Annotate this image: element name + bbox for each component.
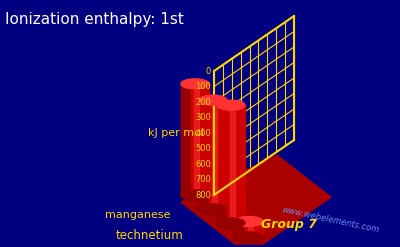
Ellipse shape bbox=[217, 218, 245, 228]
Ellipse shape bbox=[181, 79, 209, 89]
Polygon shape bbox=[181, 155, 331, 244]
Polygon shape bbox=[230, 105, 235, 223]
Text: 800: 800 bbox=[195, 190, 211, 200]
Ellipse shape bbox=[199, 204, 227, 214]
Text: 300: 300 bbox=[195, 113, 211, 122]
Polygon shape bbox=[212, 100, 217, 209]
Polygon shape bbox=[217, 105, 227, 223]
Text: 0: 0 bbox=[206, 66, 211, 76]
Text: www.webelements.com: www.webelements.com bbox=[280, 206, 380, 235]
Ellipse shape bbox=[235, 232, 263, 242]
Ellipse shape bbox=[216, 218, 246, 228]
Polygon shape bbox=[181, 84, 191, 195]
Ellipse shape bbox=[235, 217, 263, 226]
Polygon shape bbox=[209, 100, 227, 209]
Text: technetium: technetium bbox=[115, 229, 183, 242]
Ellipse shape bbox=[181, 190, 209, 200]
Text: Ionization enthalpy: 1st: Ionization enthalpy: 1st bbox=[5, 12, 184, 27]
Text: 100: 100 bbox=[195, 82, 211, 91]
Ellipse shape bbox=[217, 100, 245, 110]
Polygon shape bbox=[194, 84, 199, 195]
Polygon shape bbox=[248, 222, 253, 237]
Ellipse shape bbox=[198, 204, 228, 214]
Text: Group 7: Group 7 bbox=[261, 218, 317, 230]
Polygon shape bbox=[245, 222, 263, 237]
Text: 200: 200 bbox=[195, 98, 211, 106]
Text: 500: 500 bbox=[195, 144, 211, 153]
Ellipse shape bbox=[234, 231, 264, 243]
Text: kJ per mol: kJ per mol bbox=[148, 128, 204, 138]
Text: 600: 600 bbox=[195, 160, 211, 168]
Polygon shape bbox=[235, 222, 245, 237]
Polygon shape bbox=[227, 105, 245, 223]
Text: 400: 400 bbox=[195, 128, 211, 138]
Text: 700: 700 bbox=[195, 175, 211, 184]
Ellipse shape bbox=[199, 95, 227, 105]
Polygon shape bbox=[199, 100, 209, 209]
Ellipse shape bbox=[180, 189, 210, 201]
Polygon shape bbox=[191, 84, 209, 195]
Text: manganese: manganese bbox=[104, 210, 170, 220]
